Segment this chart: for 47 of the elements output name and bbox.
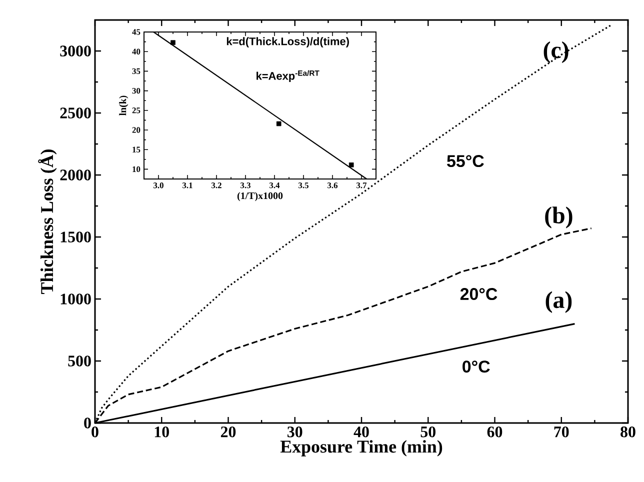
point <box>170 40 176 45</box>
x-axis-title: Exposure Time (min) <box>280 440 442 456</box>
y-tick-label: 2000 <box>60 170 91 180</box>
x-tick-label: 60 <box>487 426 502 438</box>
y-tick-label: 1500 <box>60 232 91 242</box>
point <box>276 121 282 126</box>
x-tick-label: 80 <box>620 426 636 438</box>
x-tick-label: 30 <box>288 426 302 438</box>
x-tick-label: 3.3 <box>240 182 250 188</box>
y-tick-label: 35 <box>132 68 140 74</box>
annotation: 20°C <box>460 288 498 300</box>
y-tick-label: 30 <box>132 88 140 94</box>
y-tick-label: 45 <box>132 29 140 35</box>
y-tick-label: 2500 <box>60 108 91 118</box>
annotation: 55°C <box>447 155 484 168</box>
x-tick-label: 0 <box>92 426 98 438</box>
y-tick-label: 25 <box>132 108 140 114</box>
y-tick-label: 20 <box>132 127 140 133</box>
x-tick-label: 3.2 <box>212 182 222 188</box>
y-tick-label: 3000 <box>60 46 91 56</box>
x-tick-label: 3.5 <box>298 182 308 188</box>
y-tick-label: 1000 <box>60 294 91 304</box>
x-tick-label: 10 <box>154 426 169 438</box>
annotation: k=Aexp$^{-Ea/RT}$ <box>256 70 320 82</box>
x-tick-label: 50 <box>420 426 436 438</box>
x-tick-label: 3.4 <box>270 182 280 188</box>
y-tick-label: 0 <box>84 418 91 428</box>
y-tick-label: 40 <box>132 48 140 54</box>
x-tick-label: 20 <box>220 426 236 438</box>
annotation: (c) <box>544 41 568 64</box>
point <box>348 162 354 168</box>
x-tick-label: 3.0 <box>154 182 164 188</box>
x-tick-label: 3.1 <box>182 182 192 188</box>
x-tick-label: 3.7 <box>356 182 367 188</box>
y-tick-label: 10 <box>132 166 140 172</box>
x-axis-title: (1/T)x1000 <box>237 192 283 202</box>
annotation: k=d(Thick.Loss)/d(time) <box>226 37 349 48</box>
y-tick-label: 500 <box>68 356 91 366</box>
y-tick-label: 15 <box>132 146 140 152</box>
x-tick-label: 40 <box>354 426 369 438</box>
annotation: (b) <box>545 206 572 228</box>
y-axis-title: ln(k) <box>119 96 128 116</box>
annotation: (a) <box>546 291 572 313</box>
x-tick-label: 70 <box>554 426 569 438</box>
x-tick-label: 3.6 <box>328 182 338 188</box>
y-axis-title: Thickness Loss (Å) <box>38 150 57 294</box>
annotation: 0°C <box>462 360 490 373</box>
